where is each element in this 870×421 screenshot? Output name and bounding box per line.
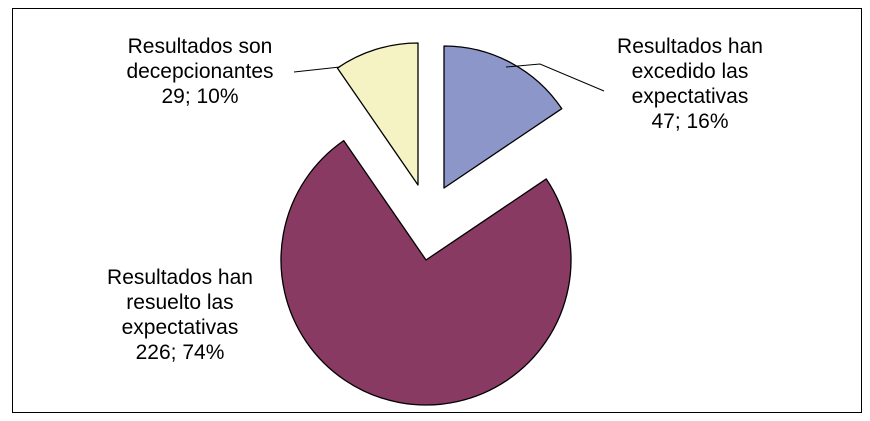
slice-label-line: expectativas xyxy=(632,85,749,108)
slice-label-2: Resultados han resuelto las expectativas 22… xyxy=(107,266,253,364)
slice-label-line: decepcionantes xyxy=(126,60,273,83)
slice-label-1: Resultados han excedido las expectativas 47… xyxy=(617,35,763,133)
pie-slice-2 xyxy=(280,139,572,406)
leader-line-3 xyxy=(293,66,341,73)
slice-label-line: resuelto las xyxy=(126,291,233,314)
slice-label-line: Resultados han xyxy=(617,35,763,58)
slice-label-line: excedido las xyxy=(632,60,749,83)
slice-label-line: 226; 74% xyxy=(136,341,225,364)
slice-label-line: Resultados son xyxy=(128,35,273,58)
pie-slice-1 xyxy=(443,45,563,189)
slice-label-line: expectativas xyxy=(122,316,239,339)
leader-line-1 xyxy=(505,63,605,92)
slice-label-line: Resultados han xyxy=(107,266,253,289)
slice-label-line: 29; 10% xyxy=(161,85,238,108)
slice-label-3: Resultados son decepcionantes 29; 10% xyxy=(126,35,273,108)
slice-label-line: 47; 16% xyxy=(651,110,728,133)
